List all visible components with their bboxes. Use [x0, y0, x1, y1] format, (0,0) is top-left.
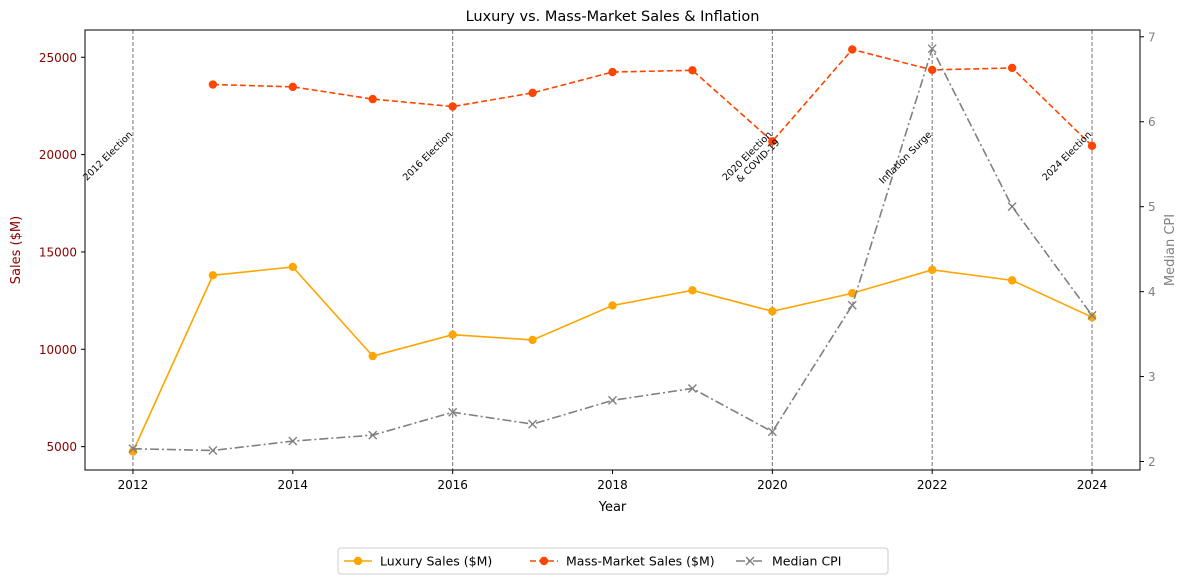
series-1-point-1: [288, 82, 298, 92]
event-lines: [132, 30, 1093, 470]
series-layer: [128, 44, 1097, 456]
series-2-point-5: [528, 419, 538, 429]
series-2-point-6: [608, 395, 617, 405]
series-0-point-1: [208, 271, 218, 280]
x-tick-label-2: 2016: [437, 478, 468, 492]
y-axis-right: 2 3 4 5 6 7: [1140, 30, 1156, 469]
series-1: [208, 45, 1097, 151]
y2-tick-label-0: 2: [1148, 455, 1156, 469]
series-0-point-12: [1087, 312, 1097, 322]
series-2-point-8: [767, 427, 777, 437]
series-2-point-7: [687, 383, 697, 393]
legend-marker-2: [745, 556, 755, 566]
event-label-1-line-0: 2016 Election: [401, 129, 455, 183]
series-1-point-0: [208, 80, 218, 89]
x-tick-label-3: 2018: [597, 478, 628, 492]
y2-tick-label-1: 3: [1148, 370, 1156, 384]
series-2-point-12: [1087, 310, 1097, 320]
y-axis-left: 5000 10000 15000 20000 25000: [39, 51, 85, 454]
series-2-point-0: [128, 444, 138, 454]
x-tick-label-5: 2022: [917, 478, 948, 492]
series-line-0: [132, 266, 1093, 452]
event-label-2: 2020 Election& COVID-19: [721, 129, 783, 191]
series-0-point-4: [448, 330, 457, 339]
series-2-point-4: [448, 407, 458, 417]
series-1-point-4: [528, 88, 537, 98]
series-2-point-1: [208, 445, 218, 455]
legend-label-1: Mass-Market Sales ($M): [566, 554, 715, 569]
legend-label-0: Luxury Sales ($M): [380, 554, 492, 569]
plot-frame: [84, 29, 1141, 471]
y-tick-label-4: 25000: [39, 51, 77, 65]
legend-marker-1: [539, 556, 549, 566]
event-label-0-line-0: 2012 Election: [81, 129, 135, 183]
y-tick-label-0: 5000: [46, 440, 77, 454]
y-axis-left-title: Sales ($M): [9, 216, 24, 284]
x-tick-label-6: 2024: [1077, 478, 1108, 492]
chart-title: Luxury vs. Mass-Market Sales & Inflation: [466, 9, 760, 25]
x-axis-title: Year: [598, 500, 627, 515]
series-1-point-6: [688, 66, 697, 75]
series-1-point-3: [448, 102, 457, 111]
legend-marker-0: [353, 556, 363, 566]
series-0-point-10: [927, 265, 937, 275]
x-axis: 2012 2014 2016 2018 2020 2022 2024: [118, 470, 1108, 492]
series-2-point-3: [368, 430, 378, 440]
series-line-1: [212, 48, 1093, 147]
event-label-4: 2024 Election: [1040, 129, 1094, 183]
series-0-point-8: [768, 307, 777, 316]
event-labels: 2012 Election 2016 Election 2020 Election&…: [81, 129, 1094, 191]
series-line-2: [132, 46, 1093, 452]
y2-tick-label-5: 7: [1148, 30, 1156, 44]
series-0-point-5: [528, 335, 537, 345]
series-1-point-9: [927, 65, 937, 75]
x-tick-label-4: 2020: [757, 478, 788, 492]
y-tick-label-1: 10000: [39, 343, 77, 357]
x-tick-label-0: 2012: [118, 478, 149, 492]
series-0-point-3: [368, 351, 377, 361]
x-tick-label-1: 2014: [278, 478, 309, 492]
y2-tick-label-2: 4: [1148, 285, 1156, 299]
series-1-point-7: [768, 137, 777, 146]
event-label-4-line-0: 2024 Election: [1040, 129, 1094, 183]
y-tick-label-3: 20000: [39, 148, 77, 162]
series-0-point-6: [608, 301, 617, 310]
series-1-point-8: [848, 45, 857, 54]
series-1-point-11: [1087, 141, 1097, 151]
legend-box: [337, 547, 889, 575]
series-0-point-2: [288, 262, 298, 272]
legend-label-2: Median CPI: [772, 554, 841, 569]
series-2-point-9: [847, 300, 857, 310]
y2-tick-label-3: 5: [1148, 200, 1156, 214]
series-1-point-10: [1007, 63, 1017, 73]
series-2-point-11: [1007, 202, 1017, 212]
series-2: [128, 44, 1097, 455]
event-label-3: Inflation Surge: [877, 129, 934, 186]
event-label-0: 2012 Election: [81, 129, 135, 183]
series-0-point-7: [688, 286, 697, 295]
y-axis-right-title: Median CPI: [1163, 214, 1178, 286]
series-1-point-2: [368, 94, 377, 104]
y-tick-label-2: 15000: [39, 245, 77, 259]
series-0-point-9: [848, 289, 857, 298]
y2-tick-label-4: 6: [1148, 115, 1156, 129]
event-label-3-line-0: Inflation Surge: [877, 129, 934, 186]
series-0-point-11: [1007, 276, 1017, 285]
series-2-point-10: [927, 44, 937, 54]
series-0: [128, 262, 1097, 456]
event-label-1: 2016 Election: [401, 129, 455, 183]
series-2-point-2: [288, 436, 298, 446]
series-1-point-5: [608, 67, 617, 77]
legend: Luxury Sales ($M) Mass-Market Sales ($M) M…: [337, 547, 889, 575]
